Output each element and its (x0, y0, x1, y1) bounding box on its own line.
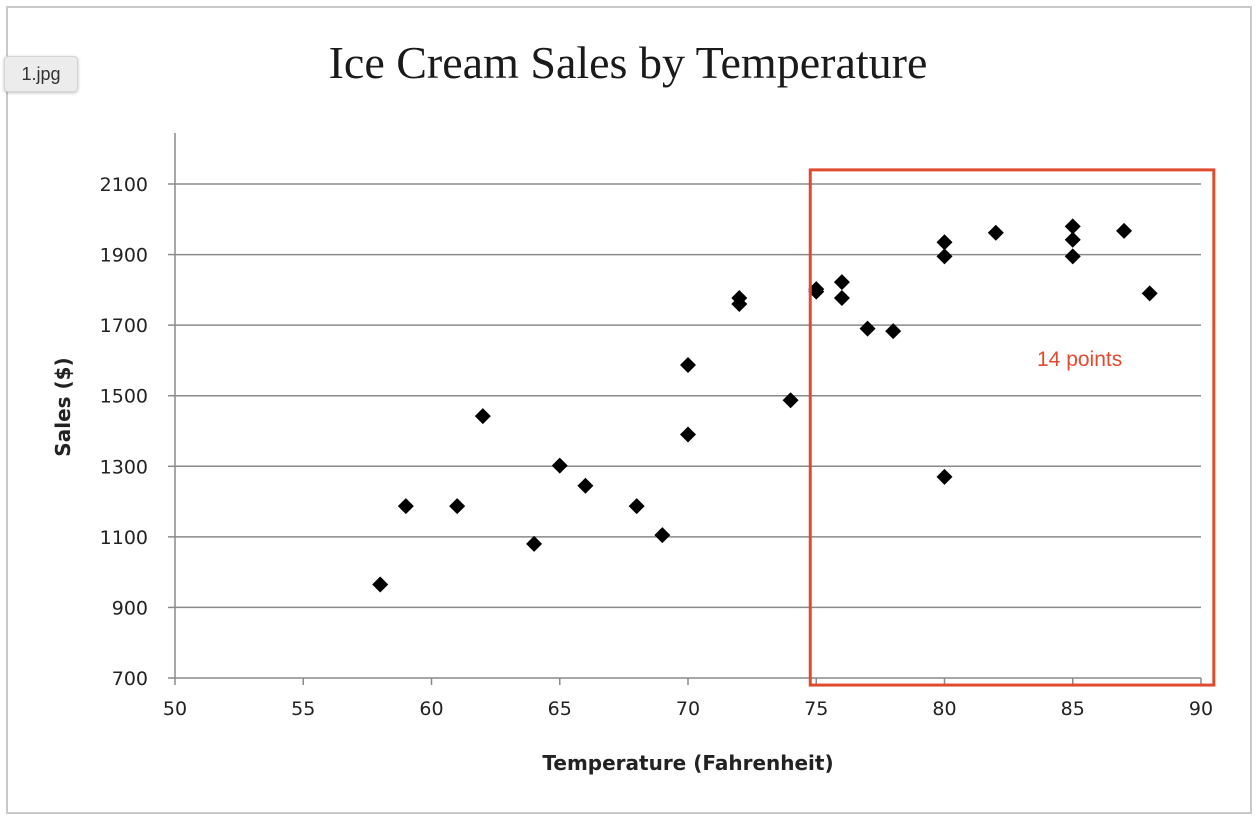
x-tick-label-55: 55 (291, 698, 315, 720)
chart-title: Ice Cream Sales by Temperature (329, 37, 928, 88)
data-point-21 (936, 248, 953, 265)
x-tick-label-60: 60 (419, 698, 443, 720)
data-point-25 (1064, 231, 1081, 248)
data-point-22 (936, 468, 953, 485)
x-tick-label-80: 80 (932, 698, 956, 720)
data-point-2 (449, 498, 466, 515)
x-axis-label: Temperature (Fahrenheit) (542, 751, 833, 775)
gridlines (175, 183, 1201, 609)
data-points (372, 218, 1158, 593)
file-name-tab[interactable]: 1.jpg (4, 56, 78, 92)
data-point-23 (987, 224, 1004, 241)
data-point-1 (397, 498, 414, 515)
data-point-16 (833, 274, 850, 291)
y-tick-label-1900: 1900 (100, 245, 148, 267)
data-point-8 (654, 527, 671, 544)
y-tick-label-1700: 1700 (100, 315, 148, 337)
data-point-0 (372, 576, 389, 593)
y-tick-label-1100: 1100 (100, 527, 148, 549)
axes (168, 133, 1202, 685)
highlight-box (808, 168, 1216, 687)
data-point-19 (885, 323, 902, 340)
y-axis-label: Sales ($) (51, 357, 75, 456)
data-point-3 (474, 408, 491, 425)
x-tick-label-50: 50 (163, 698, 187, 720)
data-point-13 (782, 392, 799, 409)
data-point-18 (859, 320, 876, 337)
data-point-10 (680, 357, 696, 374)
data-point-15 (808, 281, 825, 298)
x-tick-label-90: 90 (1189, 698, 1213, 720)
data-point-5 (551, 457, 568, 474)
image-frame (6, 6, 1252, 814)
data-point-20 (936, 234, 953, 251)
data-point-9 (680, 426, 696, 443)
data-point-17 (833, 289, 850, 306)
data-point-28 (1141, 285, 1158, 302)
y-tick-labels: 700 900 1100 1300 1500 1700 1900 2100 (100, 174, 148, 690)
x-tick-label-70: 70 (676, 698, 700, 720)
y-tick-label-1300: 1300 (100, 456, 148, 478)
data-point-4 (526, 535, 543, 552)
y-tick-label-900: 900 (112, 597, 148, 619)
x-tick-labels: 50 55 60 65 70 75 80 85 90 (163, 698, 1213, 720)
annotation-label: 14 points (1037, 348, 1122, 371)
annotation: 14 points (808, 168, 1216, 687)
data-point-27 (1116, 222, 1133, 239)
y-tick-label-700: 700 (112, 668, 148, 690)
data-point-6 (577, 477, 594, 494)
x-tick-label-75: 75 (804, 698, 828, 720)
y-tick-label-1500: 1500 (100, 386, 148, 408)
y-tick-label-2100: 2100 (100, 174, 148, 196)
data-point-12 (731, 295, 748, 312)
data-point-24 (1064, 218, 1081, 235)
data-point-7 (628, 498, 645, 515)
data-point-26 (1064, 248, 1081, 265)
x-tick-label-85: 85 (1061, 698, 1085, 720)
x-tick-label-65: 65 (548, 698, 572, 720)
